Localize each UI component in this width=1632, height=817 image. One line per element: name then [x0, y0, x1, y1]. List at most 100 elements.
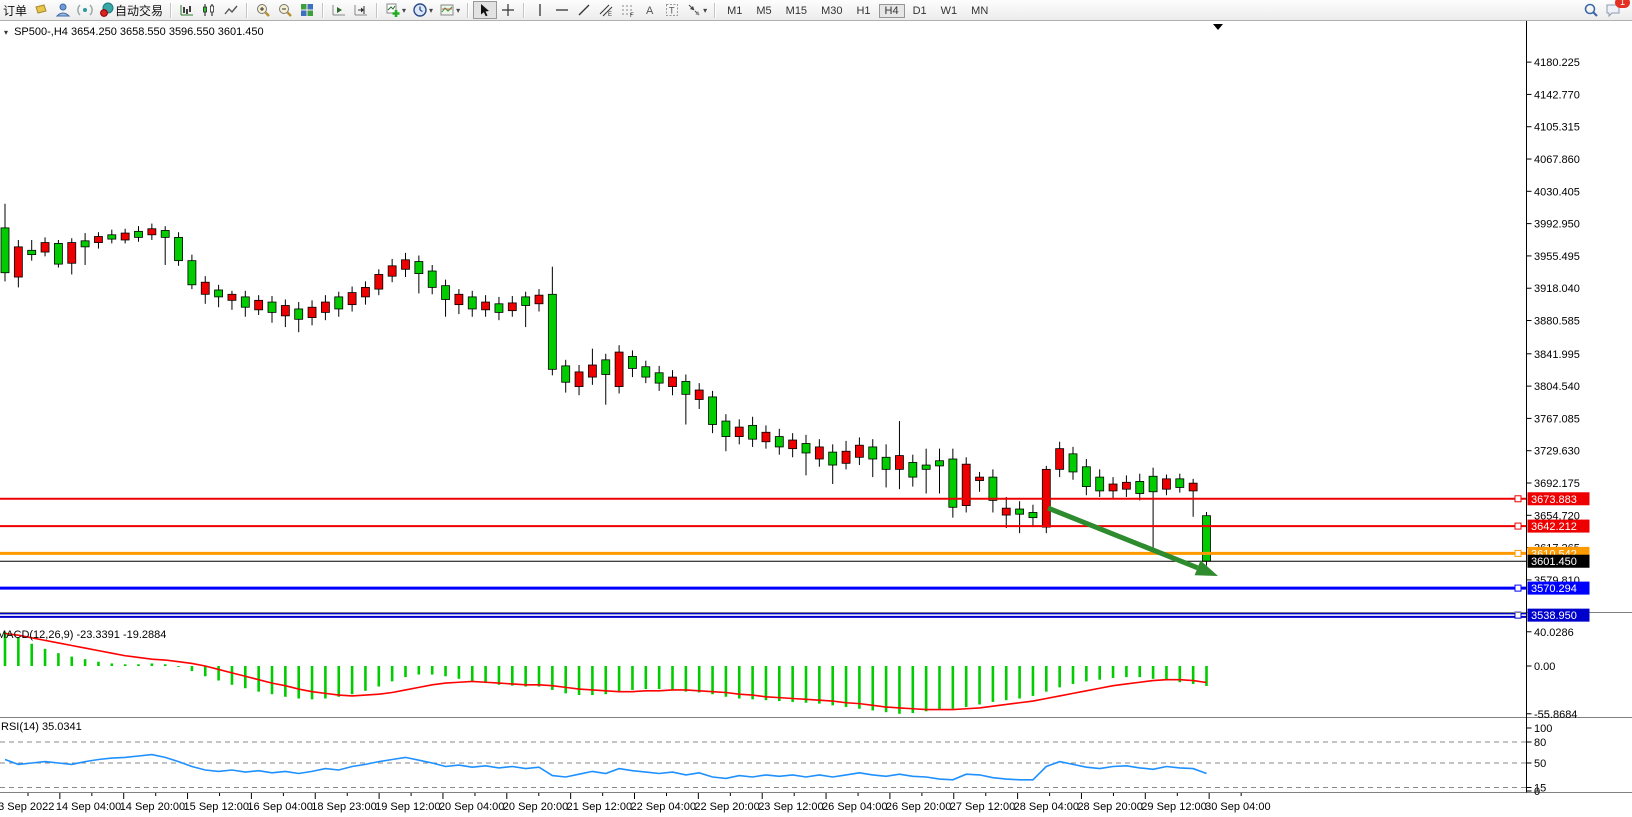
time-axis-label[interactable]: 22 Sep 20:00	[694, 801, 759, 813]
auto-scroll-button[interactable]	[328, 1, 350, 19]
rsi-axis-label: 100	[1534, 723, 1552, 735]
candle-body	[347, 292, 357, 306]
time-axis-label[interactable]: 20 Sep 04:00	[439, 801, 504, 813]
time-axis-label[interactable]: 15 Sep 12:00	[184, 801, 249, 813]
candle-body	[761, 431, 771, 443]
trend-arrow-head[interactable]	[1194, 560, 1218, 576]
time-axis-label[interactable]: 18 Sep 23:00	[311, 801, 376, 813]
time-axis-label[interactable]: 30 Sep 04:00	[1205, 801, 1270, 813]
chart-shift-button[interactable]	[350, 1, 372, 19]
search-button[interactable]	[1580, 1, 1602, 19]
candle-body	[307, 306, 317, 318]
deposit-button[interactable]	[30, 1, 52, 19]
time-axis-label[interactable]: 21 Sep 12:00	[567, 801, 632, 813]
line-handle[interactable]	[1514, 549, 1522, 557]
line-chart-mode-button[interactable]	[220, 1, 242, 19]
timeframe-m5[interactable]: M5	[756, 5, 772, 17]
line-handle[interactable]	[1514, 522, 1522, 530]
autotrade-button[interactable]: 自动交易	[96, 1, 166, 19]
time-axis-label[interactable]: 26 Sep 20:00	[886, 801, 951, 813]
timeframe-m15[interactable]: M15	[785, 5, 808, 17]
candlestick-chart-icon	[203, 4, 214, 16]
candle-body	[868, 446, 878, 460]
time-axis-label[interactable]: 29 Sep 12:00	[1141, 801, 1206, 813]
time-axis-label[interactable]: 14 Sep 20:00	[120, 801, 185, 813]
time-axis-label[interactable]: 23 Sep 12:00	[758, 801, 823, 813]
candle-body	[855, 444, 864, 458]
price-tick-label: 3918.040	[1534, 283, 1580, 295]
chart-shift-marker[interactable]	[1213, 24, 1223, 30]
candle-body	[721, 420, 731, 437]
candle-chart-mode-button[interactable]	[198, 1, 220, 19]
time-axis-label[interactable]: 28 Sep 04:00	[1014, 801, 1079, 813]
indicators-button[interactable]: ▾	[382, 1, 409, 19]
line-handle[interactable]	[1514, 611, 1522, 619]
time-axis-label[interactable]: 13 Sep 2022	[0, 801, 54, 813]
toolbar-separator	[523, 2, 526, 18]
channel-tool-button[interactable]: E	[595, 1, 617, 19]
price-line-label-box	[1527, 519, 1590, 533]
arrows-tool-button[interactable]: ▾	[683, 1, 710, 19]
time-axis-label[interactable]: 22 Sep 04:00	[631, 801, 696, 813]
new-order-button[interactable]: 订单	[0, 1, 30, 19]
timeframe-mn[interactable]: MN	[971, 5, 989, 17]
line-handle[interactable]	[1514, 495, 1522, 503]
line-handle[interactable]	[1514, 584, 1522, 592]
template-icon	[440, 4, 454, 16]
time-axis-label[interactable]: 19 Sep 12:00	[375, 801, 440, 813]
macd-axis-label: 0.00	[1534, 661, 1555, 673]
trendline-tool-button[interactable]	[573, 1, 595, 19]
time-axis-label[interactable]: 16 Sep 04:00	[247, 801, 312, 813]
price-tick-label: 3880.585	[1534, 316, 1580, 328]
timeframe-h1[interactable]: H1	[856, 5, 871, 17]
timeframe-h4[interactable]: H4	[878, 4, 905, 18]
templates-button[interactable]: ▾	[436, 1, 463, 19]
candle-body	[948, 458, 958, 508]
svg-text:T: T	[669, 6, 675, 16]
time-axis-label[interactable]: 14 Sep 04:00	[56, 801, 121, 813]
bar-chart-mode-button[interactable]	[176, 1, 198, 19]
zoom-out-button[interactable]	[274, 1, 296, 19]
timeframe-m30[interactable]: M30	[821, 5, 843, 17]
price-tick-label: 3804.540	[1534, 381, 1580, 393]
horizontal-line-tool-button[interactable]	[551, 1, 573, 19]
time-axis-label[interactable]: 26 Sep 04:00	[822, 801, 887, 813]
periods-button[interactable]: ▾	[409, 1, 436, 19]
price-tick-label: 3692.175	[1534, 478, 1580, 490]
candle-body	[1028, 512, 1038, 519]
price-line-label: 3642.212	[1531, 521, 1577, 533]
timeframe-w1[interactable]: W1	[940, 5, 958, 17]
time-axis-label[interactable]: 27 Sep 12:00	[950, 801, 1015, 813]
tile-windows-button[interactable]	[296, 1, 318, 19]
community-icon	[55, 3, 71, 17]
price-line-label: 3673.883	[1531, 494, 1577, 506]
chat-button[interactable]: 1	[1602, 0, 1630, 19]
time-axis-label[interactable]: 28 Sep 20:00	[1077, 801, 1142, 813]
candle-body	[654, 372, 664, 384]
crosshair-tool-button[interactable]	[497, 1, 519, 19]
zoom-in-icon	[257, 4, 270, 17]
trendline-icon	[578, 4, 590, 16]
candle-body	[160, 230, 170, 238]
candle-body	[935, 460, 944, 467]
signals-button[interactable]	[74, 1, 96, 19]
candle-body	[988, 476, 998, 501]
candle-body	[54, 243, 63, 265]
cursor-tool-button[interactable]	[473, 1, 498, 19]
timeframe-d1[interactable]: D1	[912, 5, 927, 17]
macd-signal-line	[4, 632, 1207, 711]
text-tool-button[interactable]: A	[639, 1, 661, 19]
trend-arrow-line[interactable]	[1047, 505, 1199, 571]
candle-body	[788, 439, 798, 450]
main-toolbar: 订单 自动交易	[0, 0, 1632, 21]
fibonacci-tool-button[interactable]: F	[617, 1, 639, 19]
zoom-in-button[interactable]	[252, 1, 274, 19]
candle-body	[1175, 478, 1185, 488]
community-button[interactable]	[52, 1, 74, 19]
candle-body	[494, 303, 504, 313]
text-label-tool-button[interactable]: T	[661, 1, 683, 19]
timeframe-m1[interactable]: M1	[727, 5, 743, 17]
time-axis-label[interactable]: 20 Sep 20:00	[503, 801, 568, 813]
vertical-line-tool-button[interactable]	[529, 1, 551, 19]
